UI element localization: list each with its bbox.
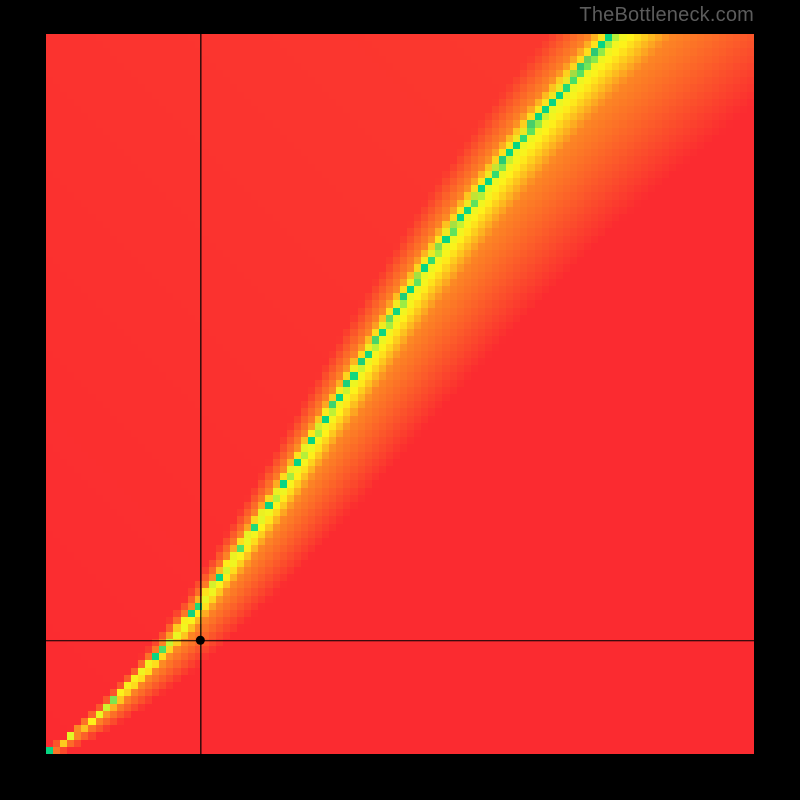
overlay-canvas [0,0,800,800]
watermark-text: TheBottleneck.com [579,4,754,27]
chart-container: TheBottleneck.com [0,0,800,800]
